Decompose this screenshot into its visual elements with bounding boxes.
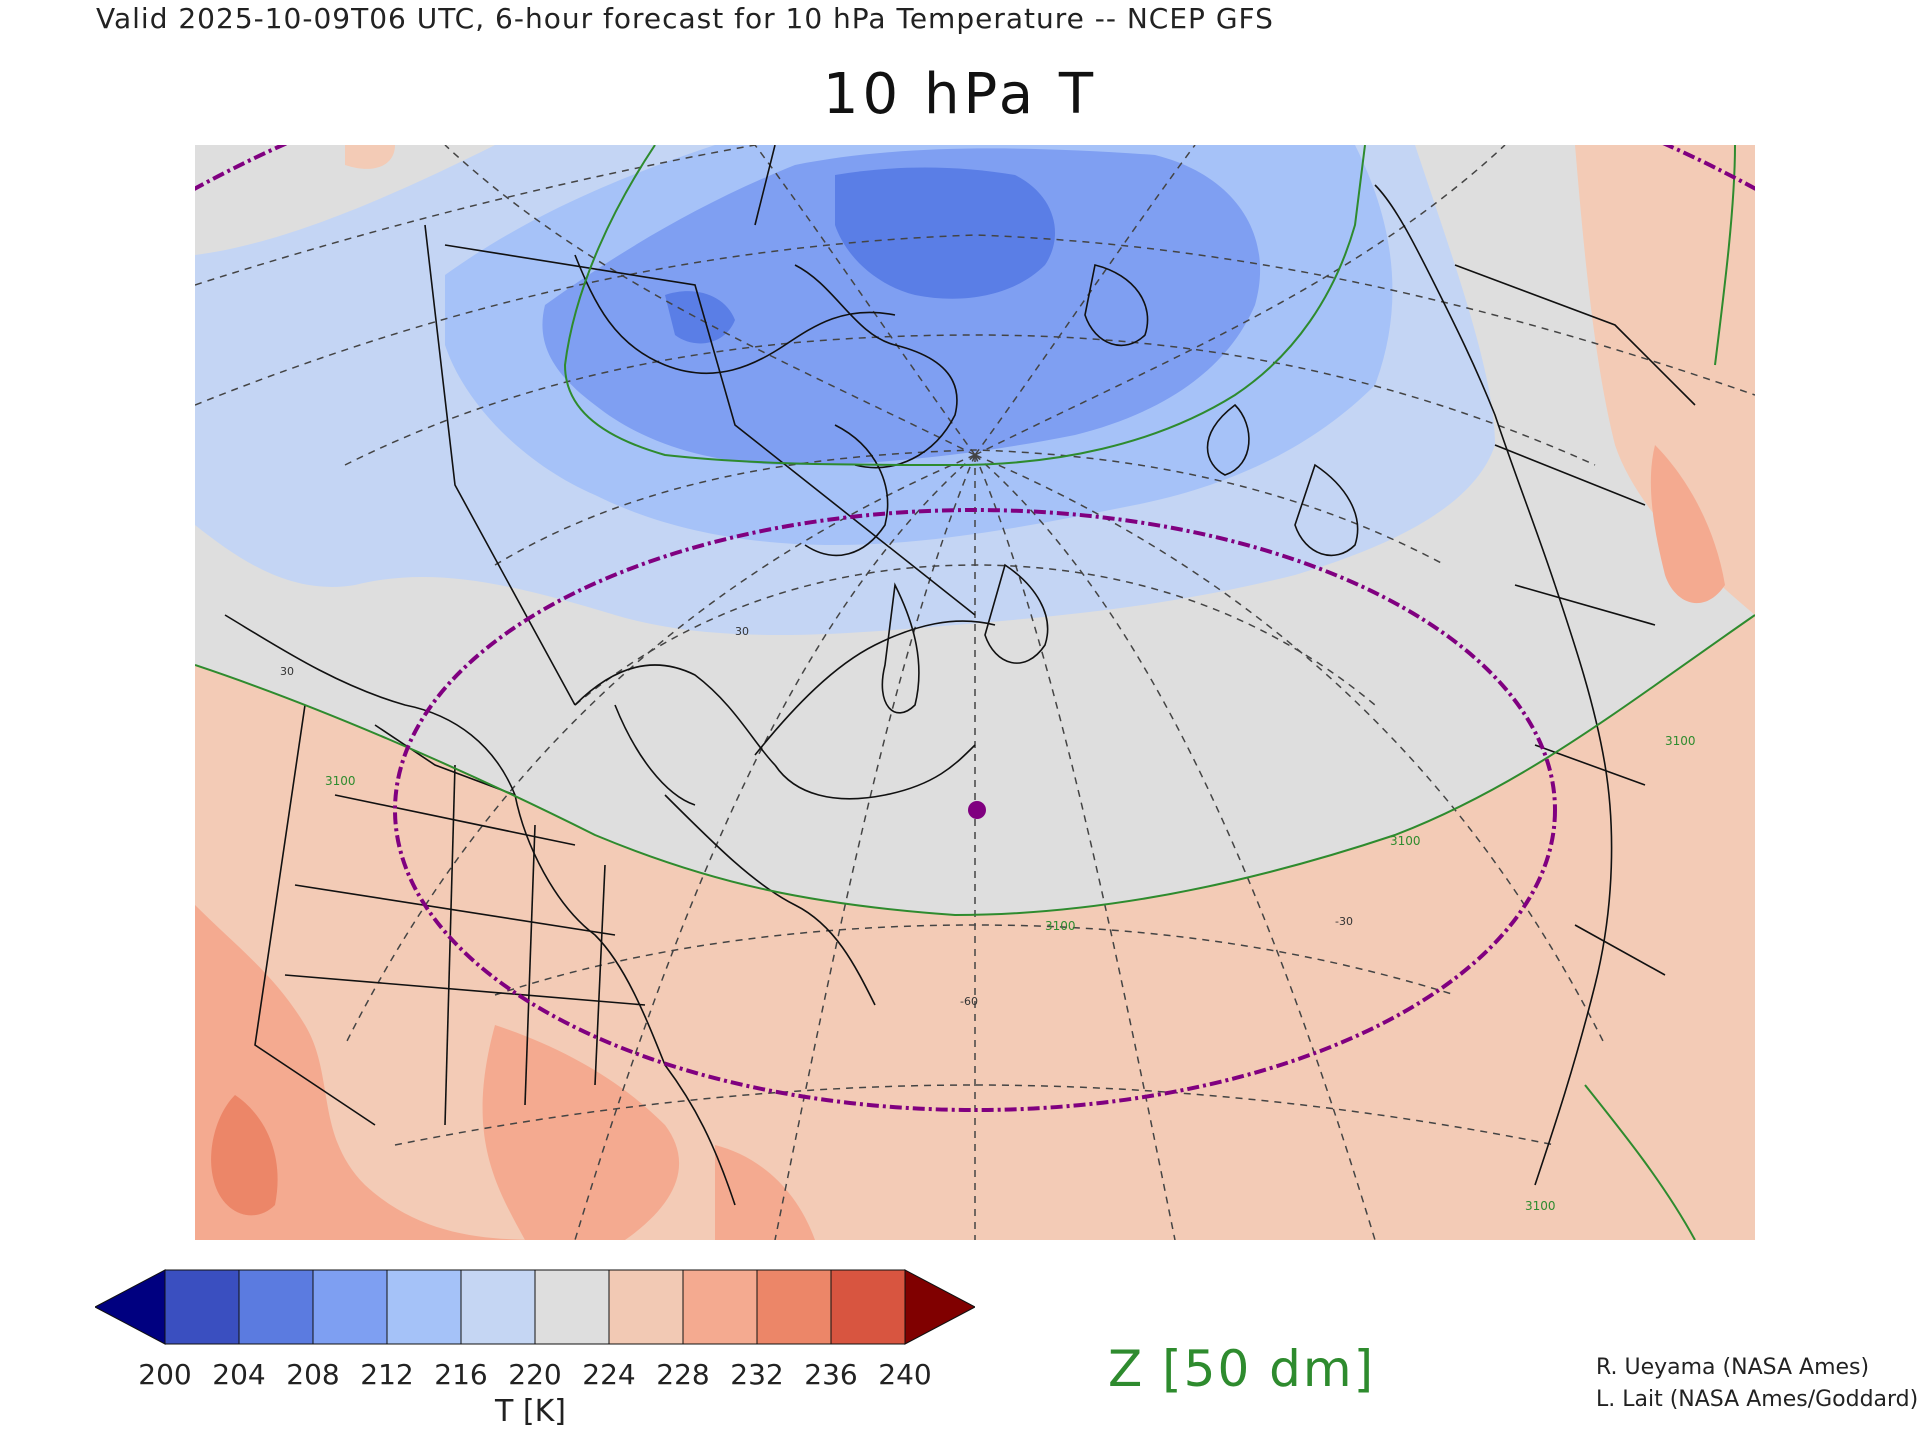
- contour-label-5: 3100: [1525, 1199, 1556, 1213]
- colorbar-segment: [312, 1269, 388, 1345]
- cold-region: [542, 148, 1261, 465]
- colorbar-tick-label: 236: [804, 1358, 858, 1391]
- colorbar-under-arrow: [95, 1269, 166, 1345]
- colorbar-ticks: 200 204 208 212 216 220 224 228 232 236 240: [95, 1358, 975, 1394]
- contour-label-1: 3100: [325, 774, 356, 788]
- graticule-label-1: -60: [960, 995, 978, 1008]
- valid-time-header: Valid 2025-10-09T06 UTC, 6-hour forecast…: [96, 2, 1274, 35]
- colorbar-tick-label: 200: [138, 1358, 192, 1391]
- warm-strong-patch-5: [211, 1095, 278, 1216]
- colorbar-segment: [386, 1269, 462, 1345]
- colorbar-segment: [460, 1269, 536, 1345]
- warm-strong-patch-3: [715, 1145, 815, 1240]
- colorbar-segment: [534, 1269, 610, 1345]
- colorbar-tick-label: 232: [730, 1358, 784, 1391]
- very-cold-core: [835, 167, 1055, 299]
- warm-patch-west: [345, 145, 395, 169]
- center-point-marker: [968, 801, 986, 819]
- contour-label-3: 3100: [1665, 734, 1696, 748]
- warm-region-east: [1575, 145, 1755, 615]
- geopotential-contours: [195, 145, 1755, 1240]
- colorbar-segment: [756, 1269, 832, 1345]
- colorbar-over-arrow: [904, 1269, 975, 1345]
- graticule-label-4: 30: [735, 625, 749, 638]
- colorbar-tick-label: 228: [656, 1358, 710, 1391]
- contour-label-2: 3100: [1045, 919, 1076, 933]
- reference-rings: [195, 145, 1755, 1112]
- colorbar-tick-label: 208: [286, 1358, 340, 1391]
- colorbar-tick-label: 224: [582, 1358, 636, 1391]
- map-title: 10 hPa T: [822, 62, 1098, 127]
- temperature-colorbar: [95, 1269, 975, 1345]
- colorbar-segment: [164, 1269, 240, 1345]
- coastlines: [224, 145, 1696, 1206]
- graticule: [195, 145, 1755, 1240]
- warm-strong-patch-2: [482, 1025, 680, 1240]
- colorbar-tick-label: 220: [508, 1358, 562, 1391]
- colorbar-segment: [608, 1269, 684, 1345]
- credit-line-2: L. Lait (NASA Ames/Goddard): [1596, 1387, 1919, 1412]
- colorbar-segment: [830, 1269, 906, 1345]
- contour-legend: Z [50 dm]: [1108, 1340, 1376, 1398]
- graticule-label-2: -30: [1335, 915, 1353, 928]
- colorbar-tick-label: 240: [878, 1358, 932, 1391]
- contour-label-4: 3100: [1390, 834, 1421, 848]
- very-cold-patch: [665, 291, 735, 344]
- colorbar-segment: [682, 1269, 758, 1345]
- colorbar-tick-label: 204: [212, 1358, 266, 1391]
- colorbar-segment: [238, 1269, 314, 1345]
- graticule-label-3: 30: [280, 665, 294, 678]
- warm-strong-patch-1: [195, 905, 555, 1240]
- temperature-map[interactable]: 3100 3100 3100 3100 3100 -60 -30 30 30: [195, 145, 1755, 1240]
- warm-strong-patch-4: [1650, 445, 1725, 604]
- colorbar-label: T [K]: [495, 1394, 566, 1429]
- credits: R. Ueyama (NASA Ames) L. Lait (NASA Ames…: [1596, 1352, 1918, 1416]
- colorbar-tick-label: 216: [434, 1358, 488, 1391]
- credit-line-1: R. Ueyama (NASA Ames): [1596, 1355, 1870, 1380]
- colorbar-tick-label: 212: [360, 1358, 414, 1391]
